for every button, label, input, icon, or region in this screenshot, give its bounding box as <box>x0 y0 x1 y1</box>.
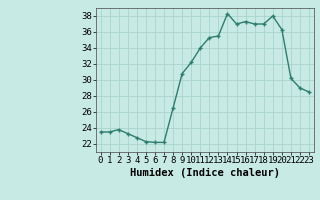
X-axis label: Humidex (Indice chaleur): Humidex (Indice chaleur) <box>130 168 280 178</box>
